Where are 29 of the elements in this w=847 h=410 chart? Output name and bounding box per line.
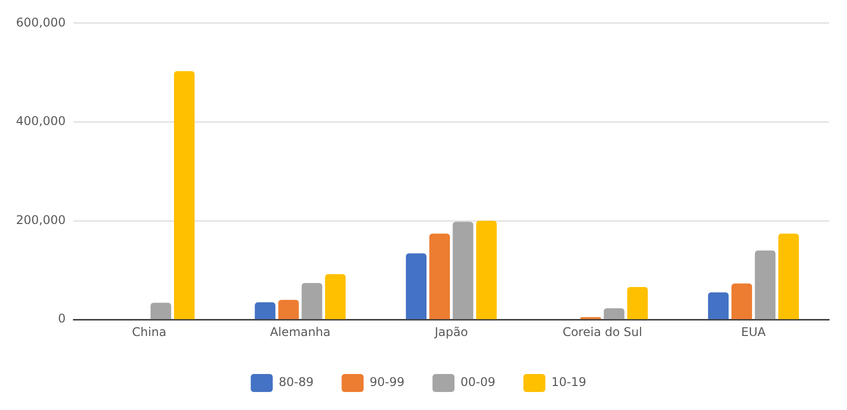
bar [604, 308, 624, 320]
legend-label: 10-19 [551, 375, 586, 390]
y-tick-label: 200,000 [16, 212, 66, 227]
y-tick-label: 600,000 [16, 15, 66, 30]
legend-label: 80-89 [278, 375, 314, 390]
bar [254, 302, 276, 320]
bar [452, 222, 474, 320]
x-tick-label: EUA [741, 324, 767, 339]
bar [174, 71, 195, 320]
legend-label: 90-99 [370, 375, 405, 390]
x-tick-label: Coreia do Sul [562, 324, 642, 339]
bar [429, 234, 450, 320]
bar [150, 302, 172, 320]
bar [627, 286, 648, 320]
y-tick-label: 400,000 [16, 114, 66, 128]
bar [778, 234, 799, 320]
bar [476, 220, 497, 320]
bar [278, 300, 299, 320]
legend-label: 00-09 [460, 375, 496, 390]
y-tick-label: 0 [58, 312, 66, 326]
x-tick-label: Japão [434, 324, 468, 339]
bar [302, 283, 322, 320]
x-tick-label: China [132, 324, 166, 339]
bar [406, 253, 426, 320]
bar [325, 274, 346, 320]
bar [754, 250, 776, 320]
x-tick-label: Alemanha [270, 324, 331, 339]
bar [708, 292, 729, 320]
bar [731, 284, 752, 320]
